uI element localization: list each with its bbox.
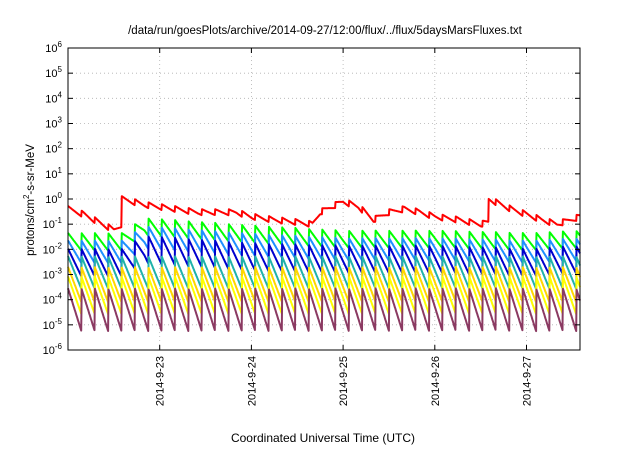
y-tick-label: 105 bbox=[45, 65, 62, 80]
y-tick-label: 102 bbox=[45, 141, 62, 156]
series-line-1 bbox=[67, 195, 581, 231]
y-axis-label-suffix: -s-sr-MeV bbox=[25, 144, 37, 195]
chart-title: /data/run/goesPlots/archive/2014-09-27/1… bbox=[128, 25, 523, 37]
y-axis-label-prefix: protons/cm bbox=[25, 199, 37, 256]
y-tick-label: 10-2 bbox=[43, 241, 63, 256]
x-axis: 2014-9-23 2014-9-24 2014-9-25 2014-9-26 2014… bbox=[155, 48, 534, 406]
y-tick-label: 10-6 bbox=[43, 342, 63, 357]
x-tick-label: 2014-9-23 bbox=[155, 356, 167, 406]
y-tick-label: 100 bbox=[45, 191, 62, 206]
series-line-2 bbox=[67, 217, 581, 252]
y-axis: 10-6 10-5 10-4 10-3 10-2 10-1 100 101 102 103 104 1… bbox=[43, 40, 580, 357]
y-tick-label: 10-5 bbox=[43, 317, 63, 332]
x-axis-label: Coordinated Universal Time (UTC) bbox=[231, 431, 415, 445]
y-tick-label: 101 bbox=[45, 166, 62, 181]
y-tick-label: 104 bbox=[45, 90, 62, 105]
x-tick-label: 2014-9-25 bbox=[338, 356, 350, 406]
x-tick-label: 2014-9-26 bbox=[430, 356, 442, 406]
y-axis-label: protons/cm2-s-sr-MeV bbox=[22, 144, 37, 256]
series-lines bbox=[67, 195, 581, 333]
y-tick-label: 106 bbox=[45, 40, 62, 55]
y-tick-label: 10-1 bbox=[43, 216, 63, 231]
y-tick-label: 103 bbox=[45, 116, 62, 131]
y-tick-label: 10-4 bbox=[43, 292, 63, 307]
x-tick-label: 2014-9-27 bbox=[522, 356, 534, 406]
series-line-3 bbox=[67, 226, 581, 265]
y-tick-label: 10-3 bbox=[43, 267, 63, 282]
y-axis-label-sup: 2 bbox=[22, 194, 31, 199]
series-line-8 bbox=[67, 287, 581, 333]
x-tick-label: 2014-9-24 bbox=[246, 356, 258, 406]
